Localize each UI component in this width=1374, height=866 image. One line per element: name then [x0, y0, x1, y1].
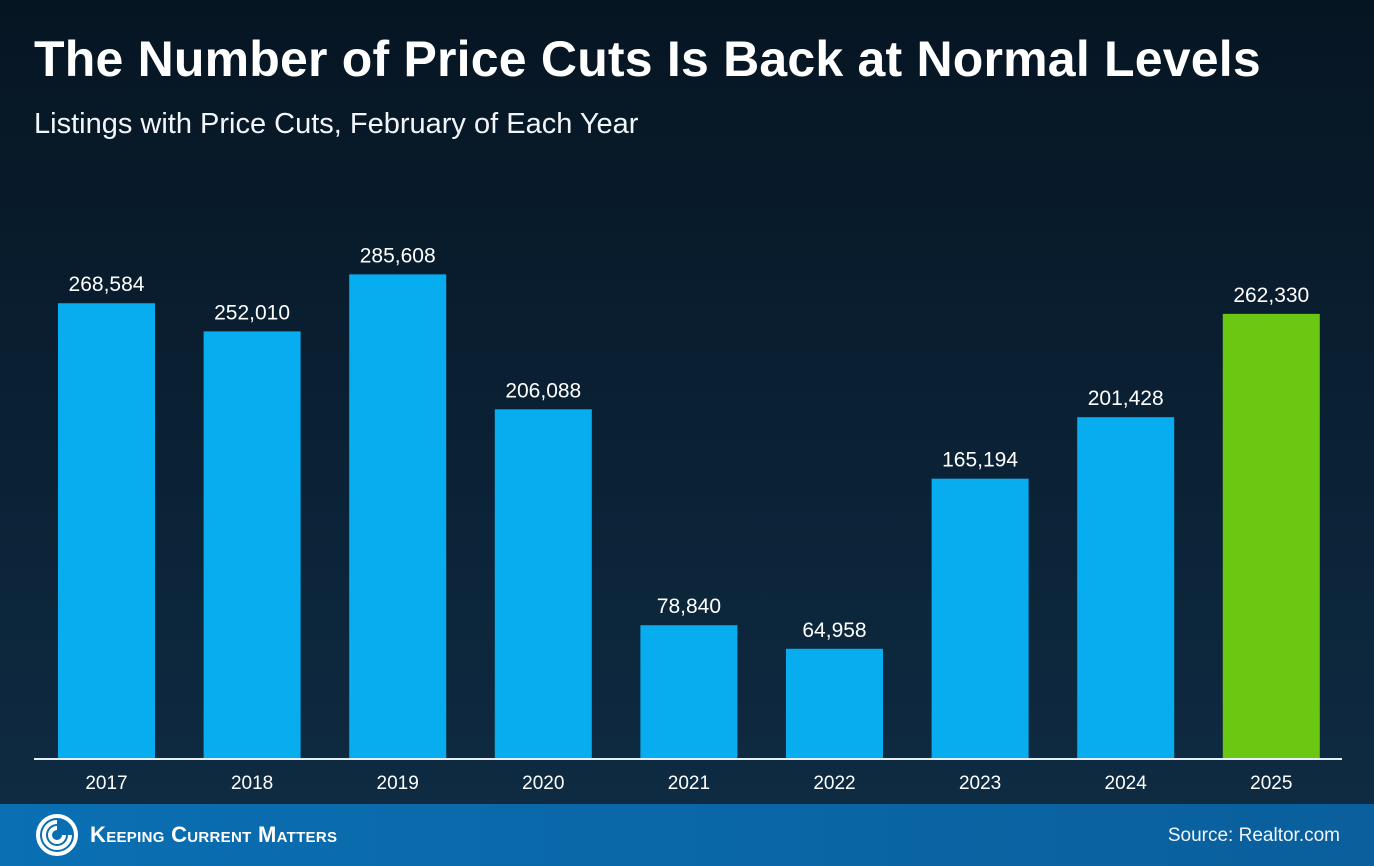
data-label-2022: 64,958 [802, 619, 866, 642]
bar-2020 [494, 409, 592, 759]
bar-2024 [1077, 417, 1175, 759]
x-tick-label-2024: 2024 [1105, 773, 1148, 794]
bar-2019 [349, 274, 447, 759]
bar-2021 [640, 625, 738, 759]
bar-2018 [203, 331, 301, 759]
data-label-2017: 268,584 [69, 273, 145, 296]
x-tick-label-2021: 2021 [668, 773, 710, 794]
data-label-2021: 78,840 [657, 595, 721, 618]
data-label-2019: 285,608 [360, 244, 436, 267]
bar-2022 [786, 648, 883, 759]
x-tick-label-2017: 2017 [85, 773, 127, 794]
chart-subtitle: Listings with Price Cuts, February of Ea… [34, 108, 639, 140]
brand-name: Keeping Current Matters [90, 822, 338, 847]
bar-2017 [58, 303, 155, 759]
x-tick-label-2018: 2018 [231, 773, 273, 794]
x-tick-label-2023: 2023 [959, 773, 1001, 794]
footer-bar: Keeping Current Matters Source: Realtor.… [0, 804, 1374, 866]
x-tick-label-2020: 2020 [522, 773, 564, 794]
data-label-2025: 262,330 [1233, 284, 1309, 307]
data-label-2018: 252,010 [214, 301, 290, 324]
kcm-logo-icon [36, 814, 78, 856]
x-tick-label-2025: 2025 [1250, 773, 1292, 794]
bar-chart: 268,584 2017 252,010 2018 285,608 2019 206,088… [34, 244, 1342, 794]
bar-2025 [1222, 313, 1320, 759]
data-label-2024: 201,428 [1088, 387, 1164, 410]
source-note: Source: Realtor.com [1167, 825, 1340, 846]
x-tick-label-2019: 2019 [377, 773, 419, 794]
bar-2023 [931, 478, 1029, 759]
x-tick-label-2022: 2022 [813, 773, 855, 794]
chart-title: The Number of Price Cuts Is Back at Norm… [34, 31, 1261, 87]
data-label-2020: 206,088 [505, 379, 581, 402]
data-label-2023: 165,194 [942, 449, 1018, 472]
